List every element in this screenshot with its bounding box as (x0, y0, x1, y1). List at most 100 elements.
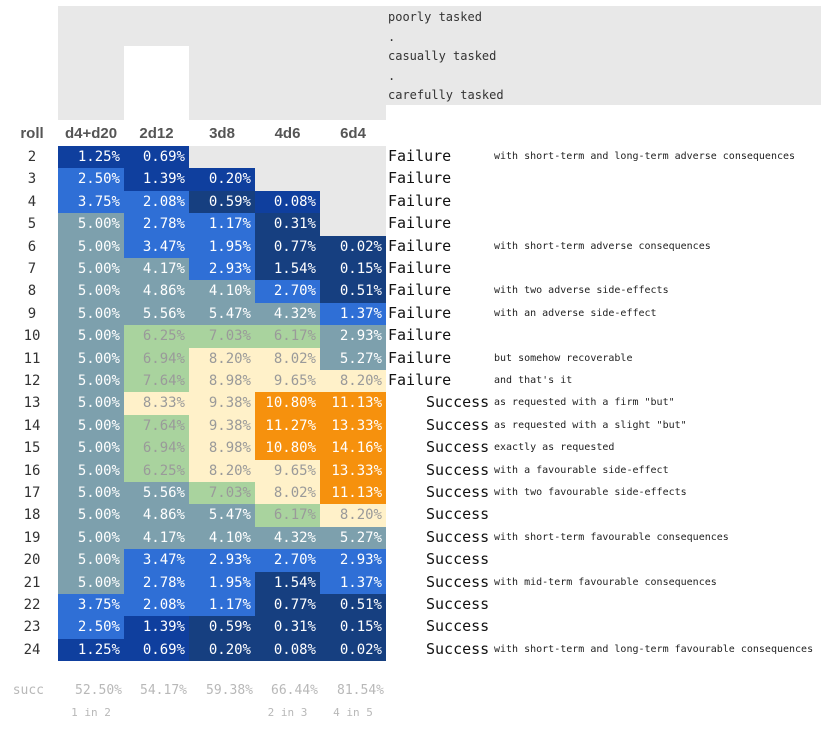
roll-number: 24 (23, 641, 41, 658)
outcome-note: with mid-term favourable consequences (494, 576, 717, 588)
roll-number: 13 (23, 395, 41, 412)
outcome-label: Success (426, 483, 490, 501)
tier-band-dot-1 (124, 26, 821, 46)
probability-cell: 5.00% (58, 482, 124, 505)
outcome-label: Success (426, 639, 490, 658)
roll-number: 10 (23, 328, 41, 345)
probability-cell: 0.08% (255, 190, 320, 214)
tier-band-dot-2 (255, 66, 821, 86)
probability-cell: 2.78% (124, 213, 189, 236)
probability-cell: 0.59% (189, 190, 255, 214)
probability-cell: 5.56% (124, 482, 189, 505)
outcome-label: Failure (388, 348, 452, 367)
probability-cell: 2.93% (189, 258, 255, 281)
probability-cell: 5.27% (320, 347, 386, 370)
probability-cell: 6.25% (124, 325, 189, 348)
probability-cell: 8.02% (255, 482, 320, 505)
success-odds: 4 in 5 (333, 706, 373, 719)
tier-label: . (388, 30, 396, 44)
outcome-note: and that's it (494, 375, 573, 386)
outcome-label: Failure (388, 169, 452, 188)
outcome-label: Success (426, 438, 490, 457)
roll-number: 18 (23, 507, 41, 524)
outcome-note: with short-term and long-term adverse co… (494, 151, 796, 162)
outcome-note: as requested with a firm "but" (494, 397, 675, 409)
probability-cell: 0.31% (255, 213, 320, 236)
column-header: 3d8 (209, 125, 235, 142)
outcome-label: Success (426, 415, 490, 434)
probability-cell: 7.03% (189, 482, 255, 505)
probability-cell: 5.00% (58, 213, 124, 236)
outcome-label: Success (426, 595, 490, 613)
outcome-label: Success (426, 393, 490, 412)
column-band-4d6 (255, 85, 320, 120)
outcome-label: Failure (388, 214, 452, 233)
probability-cell: 1.25% (58, 638, 124, 662)
probability-cell: 5.00% (58, 302, 124, 326)
probability-cell: 6.25% (124, 459, 189, 482)
probability-cell: 1.37% (320, 302, 386, 326)
probability-cell: 1.54% (255, 571, 320, 594)
probability-cell: 2.08% (124, 190, 189, 214)
outcome-label: Success (426, 505, 490, 524)
tier-band-casually (189, 46, 821, 66)
outcome-label: Success (426, 527, 490, 546)
probability-cell: 9.65% (255, 459, 320, 482)
probability-cell: 5.00% (58, 571, 124, 594)
roll-number: 2 (27, 149, 37, 165)
outcome-note: as requested with a slight "but" (494, 419, 687, 431)
probability-cell: 2.93% (189, 549, 255, 572)
probability-cell: 9.65% (255, 370, 320, 393)
probability-cell: 5.47% (189, 504, 255, 527)
probability-cell: 5.00% (58, 258, 124, 281)
column-header: d4+d20 (64, 125, 118, 142)
probability-cell: 4.10% (189, 280, 255, 303)
roll-number: 23 (23, 619, 41, 636)
probability-cell: 4.17% (124, 258, 189, 281)
success-rate: 59.38% (206, 683, 253, 698)
probability-cell: 1.17% (189, 213, 255, 236)
success-rate: 52.50% (75, 683, 122, 698)
success-rate: 54.17% (140, 683, 187, 698)
probability-cell: 0.77% (255, 235, 320, 258)
probability-cell: 5.56% (124, 302, 189, 326)
probability-cell: 2.08% (124, 594, 189, 617)
probability-cell: 8.98% (189, 437, 255, 460)
probability-cell: 1.95% (189, 571, 255, 594)
outcome-label: Failure (388, 371, 452, 389)
probability-cell: 0.51% (320, 594, 386, 617)
probability-cell: 5.00% (58, 347, 124, 370)
probability-cell: 2.93% (320, 549, 386, 572)
success-odds: 1 in 2 (71, 706, 111, 719)
probability-cell: 5.00% (58, 280, 124, 303)
roll-number: 11 (23, 350, 41, 367)
probability-cell: 7.03% (189, 325, 255, 348)
probability-cell: 8.20% (320, 370, 386, 393)
probability-cell: 5.00% (58, 325, 124, 348)
probability-cell: 4.86% (124, 504, 189, 527)
outcome-label: Failure (388, 147, 452, 165)
probability-cell: 4.32% (255, 302, 320, 326)
probability-cell: 4.10% (189, 526, 255, 550)
probability-cell: 10.80% (255, 392, 320, 415)
probability-cell: 5.47% (189, 302, 255, 326)
probability-cell: 6.94% (124, 437, 189, 460)
outcome-label: Failure (388, 191, 452, 210)
probability-cell: 0.15% (320, 258, 386, 281)
tier-label: casually tasked (388, 49, 497, 63)
probability-cell: 13.33% (320, 414, 386, 438)
probability-cell: 5.00% (58, 437, 124, 460)
probability-cell: 0.02% (320, 235, 386, 258)
probability-cell: 2.50% (58, 168, 124, 191)
probability-cell: 0.59% (189, 616, 255, 639)
roll-number: 9 (27, 305, 37, 322)
probability-cell: 0.69% (124, 638, 189, 662)
roll-number: 19 (23, 529, 41, 546)
probability-cell: 5.00% (58, 414, 124, 438)
probability-cell: 5.00% (58, 459, 124, 482)
probability-cell: 6.17% (255, 504, 320, 527)
probability-cell: 1.39% (124, 168, 189, 191)
outcome-note: with a favourable side-effect (494, 464, 669, 476)
outcome-note: with short-term adverse consequences (494, 240, 711, 252)
probability-cell: 3.47% (124, 235, 189, 258)
